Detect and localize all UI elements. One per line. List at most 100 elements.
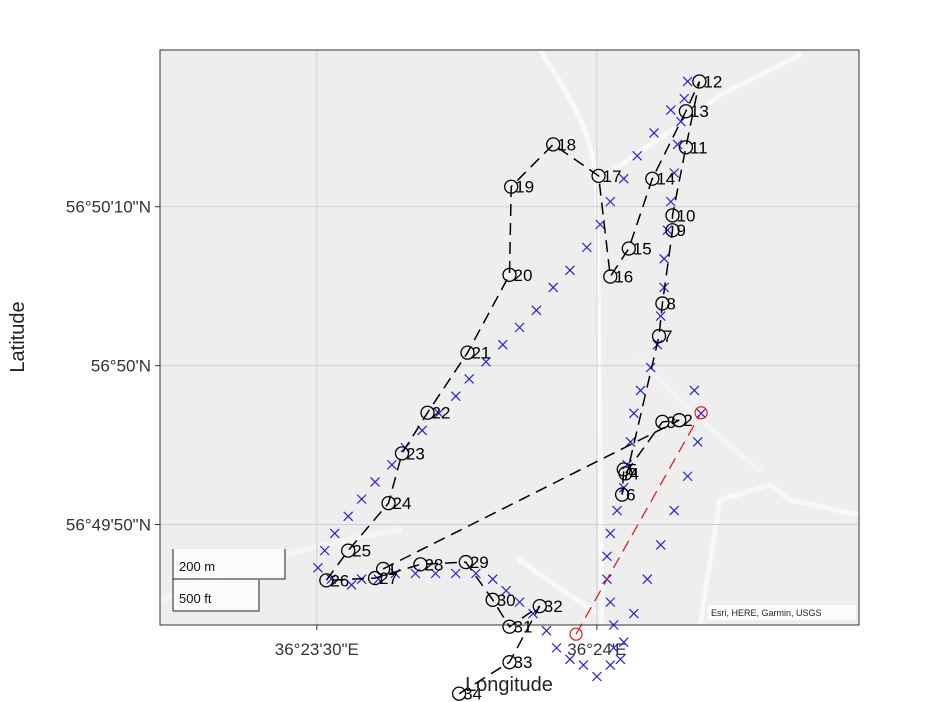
waypoint-marker xyxy=(678,140,694,155)
waypoint-label: 34 xyxy=(463,685,482,702)
track-point xyxy=(669,505,680,516)
waypoint-marker xyxy=(665,208,680,223)
reference-endpoint xyxy=(694,406,708,420)
track-point xyxy=(679,93,690,104)
waypoint-marker xyxy=(381,495,396,511)
track-point xyxy=(370,477,381,487)
track-point xyxy=(326,574,337,585)
track-point xyxy=(565,265,575,276)
waypoint-label: 16 xyxy=(614,268,633,287)
track-point xyxy=(386,459,397,470)
waypoint-label: 12 xyxy=(703,72,722,91)
waypoint-marker xyxy=(458,554,473,570)
scale-bar-metric-label: 200 m xyxy=(179,559,215,574)
waypoint-marker xyxy=(532,598,547,614)
track-point xyxy=(313,562,323,573)
waypoint-label: 32 xyxy=(544,597,563,616)
waypoint-label: 21 xyxy=(471,344,490,363)
waypoint-label: 15 xyxy=(633,240,652,259)
track-point xyxy=(655,311,666,321)
waypoint-label: 27 xyxy=(379,569,398,588)
x-tick-label: 36°23'30"E xyxy=(275,640,359,659)
grid-lines xyxy=(160,50,859,625)
track-point xyxy=(514,322,525,333)
panel-border xyxy=(159,49,860,626)
track-point xyxy=(672,139,683,150)
waypoint-label: 5 xyxy=(628,460,637,479)
attribution-text: Esri, HERE, Garmin, USGS xyxy=(711,608,822,618)
track-point xyxy=(356,494,367,505)
waypoint-label: 2 xyxy=(683,411,692,430)
scale-bar-imperial-label: 500 ft xyxy=(179,591,212,606)
waypoint-marker xyxy=(451,686,467,701)
track-point xyxy=(655,539,666,550)
track-point xyxy=(662,225,673,236)
waypoint-marker xyxy=(502,655,517,670)
waypoint-label: 11 xyxy=(690,138,708,157)
waypoint-marker xyxy=(665,223,680,238)
track-point xyxy=(450,568,461,579)
track-point xyxy=(669,168,680,178)
waypoint-label: 9 xyxy=(676,221,685,240)
waypoint-marker xyxy=(591,168,606,184)
waypoint-label: 30 xyxy=(497,591,516,610)
track-point xyxy=(618,637,629,648)
reference-segment xyxy=(575,412,702,635)
map-panel xyxy=(160,50,859,625)
track-point xyxy=(343,511,354,522)
waypoint-label: 26 xyxy=(330,571,349,590)
track-point xyxy=(618,173,629,184)
track-point xyxy=(481,356,491,367)
track-point xyxy=(565,654,575,665)
track-point xyxy=(625,436,636,447)
waypoint-label: 17 xyxy=(603,167,622,186)
waypoint-marker xyxy=(413,557,428,572)
track-point xyxy=(665,196,676,207)
waypoint-label: 13 xyxy=(690,102,709,121)
track-point xyxy=(645,362,656,373)
track-point xyxy=(692,436,703,447)
waypoint-label: 1 xyxy=(387,560,396,579)
track-point xyxy=(430,568,441,579)
waypoint-path xyxy=(324,81,701,695)
waypoint-marker xyxy=(692,74,707,89)
waypoint-marker xyxy=(394,446,410,461)
waypoint-marker xyxy=(645,171,660,186)
track-point xyxy=(682,471,693,482)
track-point xyxy=(659,253,670,264)
track-point xyxy=(450,391,461,402)
waypoint-label: 29 xyxy=(470,553,489,572)
track-point xyxy=(628,608,639,619)
y-tick-label: 56°49'50"N xyxy=(66,516,151,535)
waypoint-label: 19 xyxy=(515,178,534,197)
waypoint-marker xyxy=(485,592,500,607)
track-point xyxy=(608,642,619,653)
waypoint-marker xyxy=(651,328,667,344)
track-point xyxy=(682,76,693,87)
waypoint-marker xyxy=(621,241,636,256)
scale-bar: 200 m 500 ft xyxy=(172,549,286,612)
track-point xyxy=(319,545,330,556)
attribution-box xyxy=(708,605,856,620)
waypoint-label: 33 xyxy=(514,653,533,672)
track-point xyxy=(665,105,676,115)
track-point xyxy=(605,196,616,207)
waypoint-marker xyxy=(504,179,519,194)
reference-line xyxy=(569,406,708,641)
waypoint-marker xyxy=(616,462,631,477)
track-point xyxy=(581,242,592,253)
waypoint-marker xyxy=(367,570,383,586)
waypoint-label: 14 xyxy=(656,170,675,189)
waypoint-label: 7 xyxy=(663,327,672,346)
y-tick-label: 56°50'N xyxy=(91,357,151,376)
track-point xyxy=(551,642,562,653)
waypoint-marker xyxy=(546,137,561,152)
waypoint-marker xyxy=(655,414,670,430)
track-point xyxy=(514,597,525,608)
waypoint-marker xyxy=(614,487,630,502)
track-point xyxy=(675,116,686,127)
waypoint-marker xyxy=(319,573,334,588)
track-point xyxy=(464,374,475,384)
track-point xyxy=(531,305,542,316)
track-point xyxy=(605,660,616,670)
